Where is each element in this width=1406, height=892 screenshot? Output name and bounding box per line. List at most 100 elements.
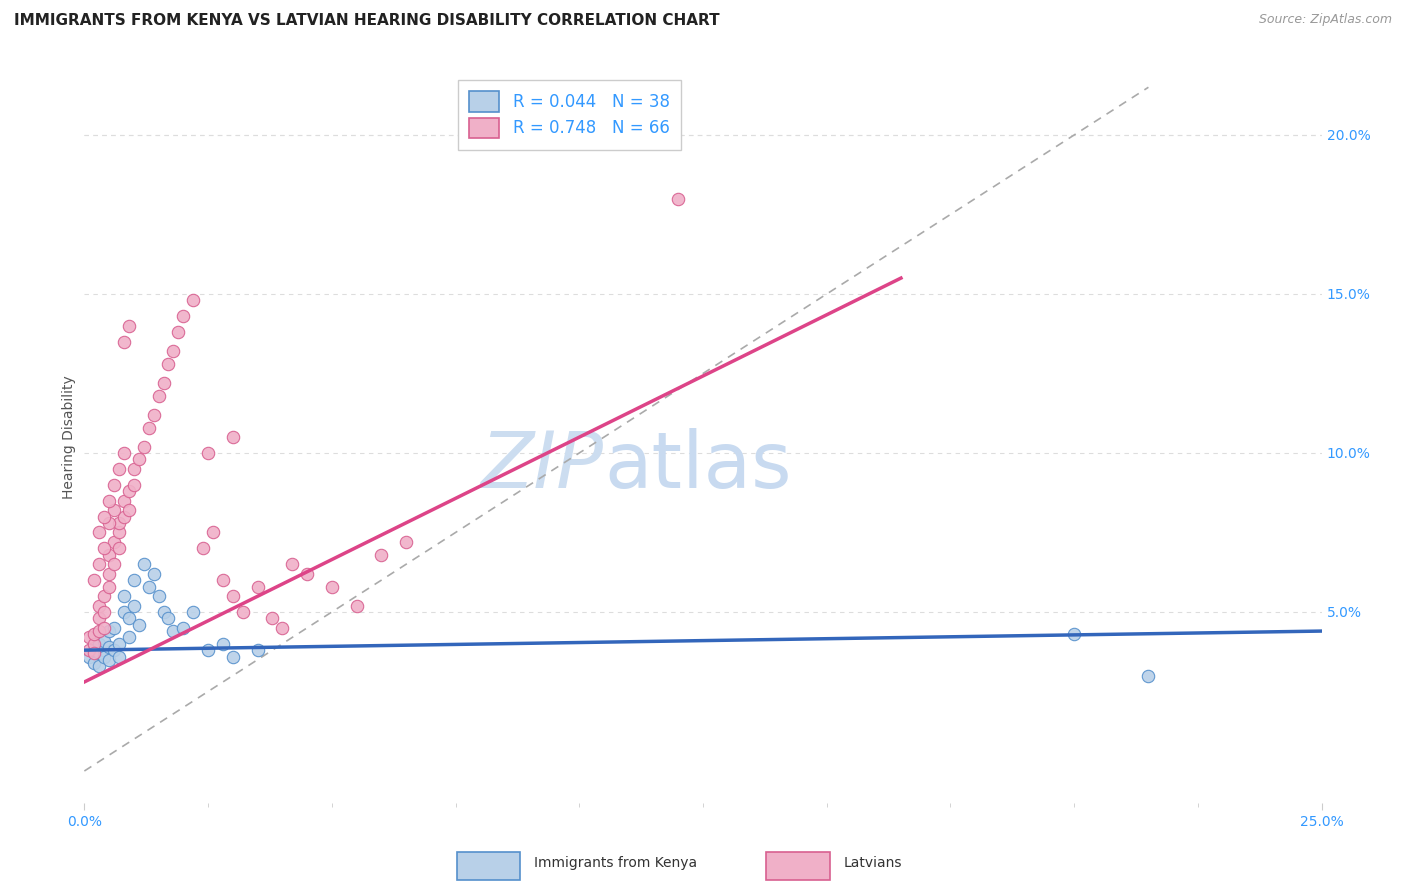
Point: [108, 637, 131, 651]
Point: [108, 541, 131, 556]
Point: [112, 446, 135, 460]
Point: [103, 503, 125, 517]
Point: [103, 621, 125, 635]
Point: [167, 325, 190, 339]
Point: [122, 599, 145, 613]
Point: [1063, 627, 1085, 641]
Point: [89, 558, 111, 572]
Point: [181, 293, 204, 308]
Point: [89, 659, 111, 673]
Point: [79, 649, 101, 664]
Point: [93, 643, 115, 657]
Point: [118, 484, 141, 499]
Point: [79, 643, 101, 657]
Text: Immigrants from Kenya: Immigrants from Kenya: [534, 855, 697, 870]
Point: [83, 627, 105, 641]
Point: [271, 621, 294, 635]
Text: atlas: atlas: [605, 428, 792, 504]
Point: [103, 535, 125, 549]
Point: [118, 611, 141, 625]
Point: [142, 566, 165, 581]
Point: [122, 477, 145, 491]
Point: [191, 541, 214, 556]
Point: [93, 541, 115, 556]
Point: [89, 525, 111, 540]
Point: [98, 640, 121, 654]
Point: [128, 617, 150, 632]
Point: [122, 462, 145, 476]
Point: [83, 573, 105, 587]
Point: [103, 477, 125, 491]
Point: [162, 624, 184, 638]
Text: Source: ZipAtlas.com: Source: ZipAtlas.com: [1258, 13, 1392, 27]
Point: [295, 566, 318, 581]
Point: [98, 493, 121, 508]
Point: [112, 605, 135, 619]
Point: [246, 580, 269, 594]
Point: [172, 310, 194, 324]
Point: [1137, 668, 1160, 682]
Point: [89, 599, 111, 613]
Point: [98, 516, 121, 530]
Point: [181, 605, 204, 619]
Point: [321, 580, 343, 594]
Point: [197, 643, 219, 657]
Point: [83, 637, 105, 651]
Point: [148, 589, 170, 603]
Point: [370, 548, 392, 562]
Point: [98, 624, 121, 638]
Point: [128, 452, 150, 467]
Point: [112, 509, 135, 524]
Point: [122, 573, 145, 587]
Point: [93, 621, 115, 635]
Point: [197, 446, 219, 460]
Point: [108, 649, 131, 664]
Text: Latvians: Latvians: [844, 855, 903, 870]
Point: [79, 631, 101, 645]
Point: [132, 440, 155, 454]
Point: [98, 653, 121, 667]
Point: [89, 646, 111, 660]
Point: [112, 334, 135, 349]
Point: [93, 649, 115, 664]
Point: [112, 493, 135, 508]
Point: [222, 430, 245, 444]
Point: [222, 589, 245, 603]
Point: [142, 408, 165, 422]
Point: [212, 573, 235, 587]
Point: [108, 462, 131, 476]
Point: [98, 566, 121, 581]
Point: [157, 611, 180, 625]
Point: [138, 420, 160, 434]
Point: [162, 344, 184, 359]
Point: [232, 605, 254, 619]
Y-axis label: Hearing Disability: Hearing Disability: [62, 376, 76, 499]
Point: [83, 646, 105, 660]
Point: [89, 637, 111, 651]
Point: [98, 548, 121, 562]
Point: [395, 535, 418, 549]
Point: [108, 525, 131, 540]
Point: [346, 599, 368, 613]
Legend: R = 0.044   N = 38, R = 0.748   N = 66: R = 0.044 N = 38, R = 0.748 N = 66: [458, 79, 682, 150]
Point: [112, 589, 135, 603]
Point: [132, 558, 155, 572]
Point: [281, 558, 304, 572]
Point: [138, 580, 160, 594]
Point: [93, 509, 115, 524]
Point: [212, 637, 235, 651]
Point: [108, 516, 131, 530]
Point: [89, 611, 111, 625]
Point: [262, 611, 284, 625]
Point: [93, 589, 115, 603]
Point: [93, 605, 115, 619]
Point: [172, 621, 194, 635]
Point: [93, 633, 115, 648]
Point: [118, 631, 141, 645]
Point: [103, 558, 125, 572]
Point: [152, 605, 174, 619]
Point: [118, 503, 141, 517]
Text: IMMIGRANTS FROM KENYA VS LATVIAN HEARING DISABILITY CORRELATION CHART: IMMIGRANTS FROM KENYA VS LATVIAN HEARING…: [14, 13, 720, 29]
Point: [157, 357, 180, 371]
Point: [202, 525, 225, 540]
